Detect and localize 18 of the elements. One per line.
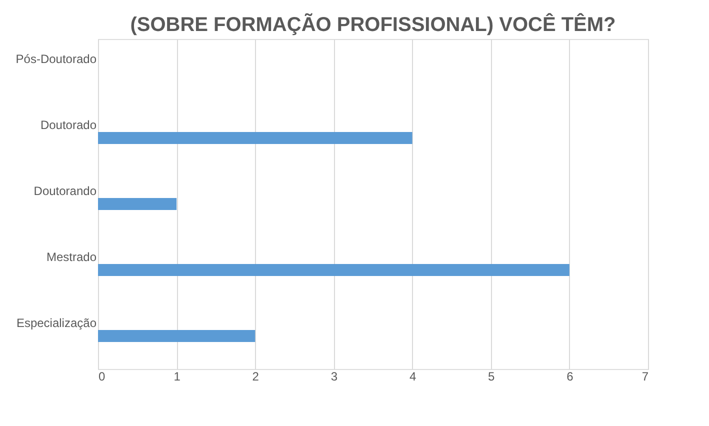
y-tick-label: Pós-Doutorado — [16, 52, 97, 66]
x-tick-label: 7 — [642, 370, 649, 384]
bar — [98, 264, 570, 276]
y-tick-label: Mestrado — [46, 250, 97, 264]
chart-title: (SOBRE FORMAÇÃO PROFISSIONAL) VOCÊ TÊM? — [130, 13, 616, 36]
y-tick-label: Especialização — [16, 316, 97, 330]
x-tick-label: 2 — [252, 370, 260, 384]
x-tick-label: 0 — [98, 370, 106, 384]
bar — [98, 330, 256, 342]
bar — [98, 132, 412, 144]
x-tick-label: 6 — [566, 370, 574, 384]
y-tick-label: Doutorado — [40, 118, 97, 132]
x-tick-label: 1 — [174, 370, 181, 384]
x-tick-label: 3 — [330, 370, 338, 384]
x-tick-label: 5 — [488, 370, 496, 384]
y-tick-label: Doutorando — [34, 184, 97, 198]
bar — [98, 198, 177, 210]
x-tick-label: 4 — [409, 370, 416, 384]
